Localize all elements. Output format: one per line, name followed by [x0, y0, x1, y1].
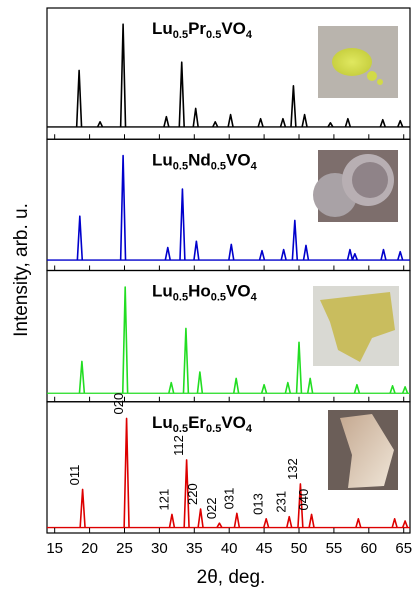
x-tick-label: 45: [256, 540, 273, 557]
peak-label: 121: [156, 489, 171, 511]
y-axis-label: Intensity, arb. u.: [11, 203, 32, 337]
peak: [381, 250, 386, 260]
peak: [304, 245, 309, 260]
peak: [390, 386, 395, 393]
photo-er: [328, 410, 398, 490]
peak-label: 231: [274, 491, 289, 513]
x-axis-label: 2θ, deg.: [197, 567, 266, 588]
peak: [165, 248, 170, 261]
peak-label: 220: [185, 483, 200, 505]
peak-label: 132: [285, 458, 300, 480]
peak: [262, 385, 267, 394]
panel-title: Lu0.5Pr0.5VO4: [152, 19, 253, 40]
peak: [291, 86, 296, 127]
panel-title: Lu0.5Ho0.5VO4: [152, 282, 258, 303]
x-tick-label: 40: [221, 540, 238, 557]
peak: [170, 514, 175, 527]
peak: [345, 119, 350, 127]
peak: [356, 519, 361, 528]
peak: [121, 156, 126, 260]
peak: [285, 383, 290, 394]
x-tick-label: 20: [81, 540, 98, 557]
peak: [183, 328, 188, 393]
peak-label: 013: [251, 493, 266, 515]
peak: [213, 122, 218, 127]
peak-label: 031: [221, 488, 236, 510]
peak: [198, 509, 203, 528]
x-tick-label: 30: [151, 540, 168, 557]
x-tick-label: 25: [116, 540, 133, 557]
x-tick-label: 55: [326, 540, 343, 557]
peak: [352, 254, 357, 260]
peak: [264, 519, 269, 528]
peak: [309, 514, 314, 527]
peak: [79, 361, 84, 393]
peak-label: 011: [67, 465, 82, 486]
x-tick-label: 60: [360, 540, 377, 557]
peak: [403, 387, 408, 393]
peak: [193, 108, 198, 126]
peak: [229, 244, 234, 260]
peak: [80, 489, 85, 527]
peak: [398, 121, 403, 127]
peak: [302, 115, 307, 127]
peak-label: 022: [204, 497, 219, 519]
peak: [398, 252, 403, 260]
peak: [348, 250, 353, 260]
peak: [287, 517, 292, 528]
panel-title: Lu0.5Nd0.5VO4: [152, 151, 258, 172]
photo-pr: [318, 26, 398, 98]
x-tick-label: 35: [186, 540, 203, 557]
peak: [179, 62, 184, 127]
peak-label: 112: [171, 435, 186, 456]
photo-ho: [313, 286, 399, 366]
peak: [292, 220, 297, 260]
peak: [169, 383, 174, 394]
peak: [258, 119, 263, 127]
chart: 2θ, deg. Intensity, arb. u. Lu0.5Pr0.5VO…: [0, 0, 415, 590]
x-tick-label: 50: [291, 540, 308, 557]
peak: [234, 513, 239, 527]
peak: [180, 189, 185, 260]
peak: [217, 523, 222, 527]
peak: [124, 418, 129, 527]
peak: [260, 251, 265, 260]
peak: [164, 117, 169, 127]
peak: [197, 372, 202, 393]
x-tick-label: 65: [395, 540, 412, 557]
peak-label: 020: [111, 393, 126, 415]
peak: [234, 378, 239, 393]
peak: [228, 115, 233, 127]
peak: [281, 119, 286, 127]
peak: [77, 216, 82, 260]
peak: [380, 120, 385, 127]
peak: [297, 342, 302, 393]
peak: [123, 287, 128, 393]
peak: [77, 70, 82, 126]
peak: [308, 378, 313, 393]
peak: [392, 519, 397, 528]
peak: [98, 122, 103, 127]
peak: [355, 385, 360, 394]
peak: [121, 24, 126, 127]
peak: [403, 521, 408, 528]
peak: [281, 250, 286, 260]
peak: [194, 241, 199, 260]
peak-label: 040: [296, 489, 311, 511]
photo-nd: [313, 150, 398, 222]
panel-title: Lu0.5Er0.5VO4: [152, 413, 253, 434]
x-tick-label: 15: [46, 540, 63, 557]
